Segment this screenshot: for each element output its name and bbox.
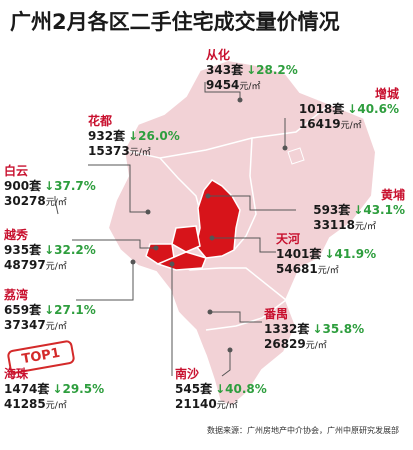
down-arrow-icon: ↓ (347, 102, 358, 116)
down-arrow-icon: ↓ (44, 303, 55, 317)
district-name: 海珠 (4, 367, 29, 381)
change-value: 28.2% (256, 63, 298, 77)
district-name: 从化 (206, 48, 231, 62)
volume-unit: 套 (297, 322, 310, 336)
price-unit: 元/㎡ (216, 401, 238, 411)
down-arrow-icon: ↓ (312, 322, 323, 336)
district-label-liwan: 荔湾 659套 ↓27.1% 37347元/㎡ (4, 288, 96, 335)
volume-unit: 套 (113, 129, 126, 143)
data-source: 数据来源：广州房地产中介协会，广州中原研究发展部 (207, 426, 399, 435)
down-arrow-icon: ↓ (128, 129, 139, 143)
price-unit: 元/㎡ (45, 262, 67, 272)
change-value: 32.2% (54, 243, 96, 257)
price-unit: 元/㎡ (239, 82, 261, 92)
price-unit: 元/㎡ (317, 266, 339, 276)
change-value: 43.1% (363, 203, 405, 217)
volume-value: 935 (4, 243, 30, 257)
price-value: 15373 (88, 144, 130, 158)
district-label-panyu: 番禺 1332套 ↓35.8% 26829元/㎡ (264, 307, 364, 354)
district-label-huangpu: 黄埔 593套 ↓43.1% 33118元/㎡ (313, 188, 405, 235)
volume-value: 900 (4, 179, 30, 193)
volume-value: 932 (88, 129, 114, 143)
price-value: 54681 (276, 262, 318, 276)
map-land (106, 58, 378, 408)
district-name: 花都 (88, 114, 113, 128)
price-value: 16419 (298, 117, 341, 131)
down-arrow-icon: ↓ (246, 63, 257, 77)
down-arrow-icon: ↓ (44, 179, 55, 193)
price-value: 21140 (175, 397, 217, 411)
price-unit: 元/㎡ (354, 222, 377, 232)
price-unit: 元/㎡ (340, 121, 362, 131)
district-label-nansha: 南沙 545套 ↓40.8% 21140元/㎡ (175, 367, 267, 414)
down-arrow-icon: ↓ (353, 203, 364, 217)
price-value: 30278 (4, 194, 46, 208)
district-name: 天河 (276, 232, 301, 246)
district-label-haizhu: 海珠 1474套 ↓29.5% 41285元/㎡ (4, 367, 104, 414)
page-title: 广州2月各区二手住宅成交量价情况 (10, 10, 340, 34)
change-value: 26.0% (138, 129, 180, 143)
price-value: 9454 (206, 78, 240, 92)
volume-value: 1332 (264, 322, 298, 336)
district-name: 荔湾 (4, 288, 29, 302)
down-arrow-icon: ↓ (215, 382, 226, 396)
price-value: 41285 (4, 397, 46, 411)
price-value: 37347 (4, 318, 46, 332)
down-arrow-icon: ↓ (44, 243, 55, 257)
volume-value: 545 (175, 382, 201, 396)
down-arrow-icon: ↓ (324, 247, 335, 261)
volume-value: 659 (4, 303, 30, 317)
price-unit: 元/㎡ (45, 401, 67, 411)
district-label-tianhe: 天河 1401套 ↓41.9% 54681元/㎡ (276, 232, 376, 279)
volume-unit: 套 (29, 243, 42, 257)
volume-value: 1018 (298, 102, 333, 116)
change-value: 27.1% (54, 303, 96, 317)
down-arrow-icon: ↓ (52, 382, 63, 396)
district-name: 南沙 (175, 367, 200, 381)
volume-unit: 套 (332, 102, 345, 116)
price-unit: 元/㎡ (45, 322, 67, 332)
price-unit: 元/㎡ (129, 148, 151, 158)
price-value: 48797 (4, 258, 46, 272)
price-unit: 元/㎡ (45, 198, 67, 208)
district-label-zengcheng: 增城 1018套 ↓40.6% 16419元/㎡ (299, 87, 399, 134)
price-unit: 元/㎡ (305, 341, 327, 351)
change-value: 29.5% (62, 382, 105, 396)
volume-value: 343 (206, 63, 232, 77)
change-value: 40.6% (357, 102, 399, 116)
volume-unit: 套 (231, 63, 244, 77)
district-name: 黄埔 (380, 188, 405, 202)
change-value: 37.7% (54, 179, 96, 193)
district-label-huadu: 花都 932套 ↓26.0% 15373元/㎡ (88, 114, 180, 161)
district-name: 番禺 (264, 307, 289, 321)
volume-unit: 套 (338, 203, 351, 217)
district-label-conghua: 从化 343套 ↓28.2% 9454元/㎡ (206, 48, 298, 95)
price-value: 33118 (313, 218, 355, 232)
change-value: 41.9% (334, 247, 377, 261)
volume-unit: 套 (37, 382, 50, 396)
volume-unit: 套 (29, 303, 42, 317)
district-label-yuexiu: 越秀 935套 ↓32.2% 48797元/㎡ (4, 228, 96, 275)
change-value: 40.8% (225, 382, 267, 396)
volume-unit: 套 (309, 247, 322, 261)
volume-value: 1474 (4, 382, 38, 396)
volume-value: 1401 (276, 247, 310, 261)
change-value: 35.8% (322, 322, 365, 336)
district-name: 白云 (4, 164, 29, 178)
district-name: 越秀 (4, 228, 29, 242)
district-name: 增城 (374, 87, 399, 101)
map-yuexiu (171, 225, 201, 253)
volume-value: 593 (313, 203, 339, 217)
volume-unit: 套 (200, 382, 213, 396)
price-value: 26829 (264, 337, 306, 351)
volume-unit: 套 (29, 179, 42, 193)
district-label-baiyun: 白云 900套 ↓37.7% 30278元/㎡ (4, 164, 96, 211)
